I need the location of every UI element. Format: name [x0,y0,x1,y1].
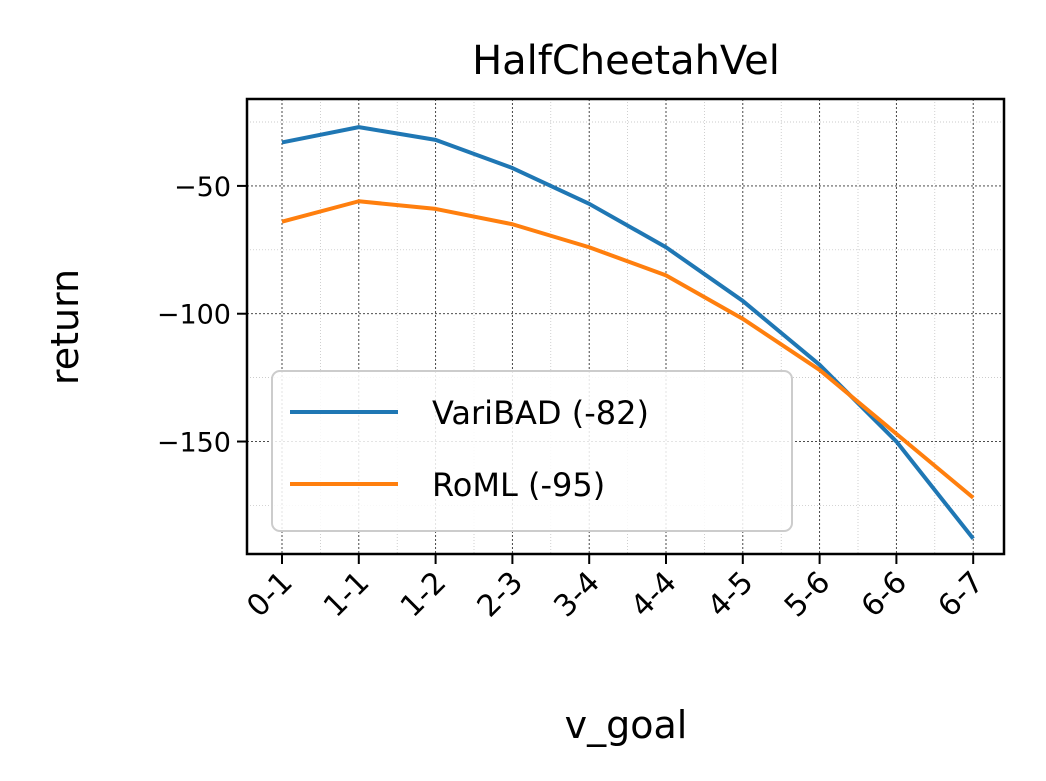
y-tick-label: −150 [157,428,231,459]
x-axis-ticks: 0-1 1-1 1-2 2-3 3-4 4-4 4-5 5-6 6-6 6-7 [240,554,991,624]
x-tick-label: 3-4 [547,565,606,624]
y-axis-label: return [43,269,87,385]
x-tick-label: 0-1 [240,565,299,624]
series-line-1 [281,199,975,500]
x-tick-label: 1-2 [394,565,453,624]
x-axis-label: v_goal [565,703,688,747]
x-tick-label: 2-3 [471,565,530,624]
x-tick-label: 4-4 [624,565,683,624]
y-tick-label: −100 [157,300,231,331]
y-axis-ticks: −50 −100 −150 [157,172,247,459]
legend-label-roml: RoML (-95) [432,466,605,504]
y-tick-label: −50 [174,172,231,203]
legend: VariBAD (-82) RoML (-95) [271,370,793,532]
plot-frame [245,97,1006,556]
x-tick-label: 1-1 [317,565,376,624]
x-tick-label: 6-6 [855,565,914,624]
chart-title: HalfCheetahVel [472,38,780,84]
legend-label-variBAD: VariBAD (-82) [432,394,649,432]
x-tick-label: 6-7 [931,565,990,624]
x-tick-label: 5-6 [778,565,837,624]
series-lines [281,125,975,540]
legend-box [271,370,793,532]
x-tick-label: 4-5 [701,565,760,624]
